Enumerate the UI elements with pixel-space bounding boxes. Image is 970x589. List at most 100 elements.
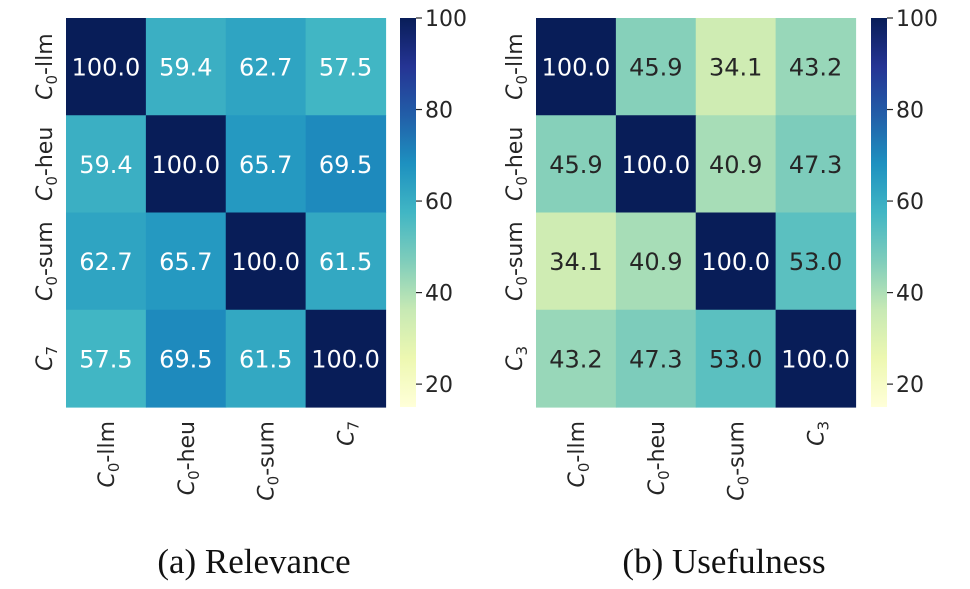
y-tick-label: C0-heu bbox=[33, 127, 61, 201]
heatmap-cell bbox=[66, 212, 147, 311]
y-tick-label: C3 bbox=[503, 346, 531, 371]
heatmap-cell bbox=[305, 18, 387, 116]
label-base: C bbox=[255, 485, 280, 501]
cell-value-label: 69.5 bbox=[159, 345, 212, 373]
cell-value-label: 43.2 bbox=[549, 345, 602, 373]
heatmap-cell bbox=[615, 115, 697, 214]
x-tick-label: C0-sum bbox=[725, 421, 753, 501]
cell-value-label: 61.5 bbox=[239, 345, 292, 373]
colorbar: 20 40 60 80 100 bbox=[400, 7, 467, 407]
cell-value-label: 61.5 bbox=[319, 248, 372, 276]
label-subscript: 0 bbox=[265, 476, 283, 486]
label-subscript: 0 bbox=[43, 276, 61, 286]
heatmap-cell bbox=[145, 309, 227, 408]
heatmap-cell bbox=[775, 18, 857, 116]
heatmap-cell bbox=[615, 212, 697, 311]
heatmap-cell bbox=[775, 309, 857, 408]
colorbar-bar bbox=[871, 18, 887, 407]
label-base: C bbox=[33, 355, 58, 371]
cell-value-label: 45.9 bbox=[549, 151, 602, 179]
cell-value-label: 100.0 bbox=[701, 248, 770, 276]
y-tick-label: C0-sum bbox=[503, 221, 531, 301]
label-subscript: 0 bbox=[43, 176, 61, 186]
cell-value-label: 69.5 bbox=[319, 151, 372, 179]
label-subscript: 0 bbox=[185, 470, 203, 480]
cell-value-label: 47.3 bbox=[789, 151, 842, 179]
label-subscript: 0 bbox=[43, 75, 61, 85]
label-suffix: -sum bbox=[255, 421, 280, 476]
heatmap-cell bbox=[695, 309, 777, 408]
label-suffix: -sum bbox=[725, 421, 750, 476]
label-subscript: 0 bbox=[513, 75, 531, 85]
label-subscript: 3 bbox=[513, 346, 531, 356]
heatmap-usefulness: 100.0 45.9 34.1 43.2 45.9 100.0 40.9 47.3 34.1 40… bbox=[503, 7, 938, 581]
cell-value-label: 100.0 bbox=[151, 151, 220, 179]
label-base: C bbox=[503, 355, 528, 371]
heatmap-cell bbox=[695, 212, 777, 311]
heatmap-relevance: 100.0 59.4 62.7 57.5 59.4 100.0 65.7 69.5 62.7 65… bbox=[33, 7, 467, 581]
cell-value-label: 57.5 bbox=[319, 54, 372, 82]
colorbar-tick-label: 40 bbox=[425, 282, 453, 307]
cell-value-label: 100.0 bbox=[621, 151, 690, 179]
label-subscript: 7 bbox=[345, 421, 363, 431]
cell-value-label: 53.0 bbox=[709, 345, 762, 373]
x-tick-label: C7 bbox=[335, 421, 363, 446]
label-base: C bbox=[33, 185, 58, 201]
heatmap-cell bbox=[66, 115, 147, 214]
cell-value-label: 34.1 bbox=[709, 54, 762, 82]
heatmap-cell bbox=[145, 115, 227, 214]
colorbar-tick-label: 20 bbox=[896, 373, 924, 398]
chart-caption: (a) Relevance bbox=[157, 542, 350, 581]
heatmap-cell bbox=[66, 309, 147, 408]
label-subscript: 7 bbox=[43, 346, 61, 356]
label-subscript: 0 bbox=[735, 476, 753, 486]
x-tick-label: C0-heu bbox=[175, 421, 203, 495]
cell-value-label: 100.0 bbox=[231, 248, 300, 276]
x-tick-label: C0-llm bbox=[95, 421, 123, 488]
heatmap-cell bbox=[536, 115, 617, 214]
heatmap-cell bbox=[775, 115, 857, 214]
label-suffix: -sum bbox=[33, 221, 58, 276]
label-suffix: -llm bbox=[565, 421, 590, 463]
label-suffix: -heu bbox=[33, 127, 58, 176]
cell-value-label: 40.9 bbox=[629, 248, 682, 276]
heatmap-cell bbox=[695, 115, 777, 214]
label-subscript: 3 bbox=[815, 421, 833, 431]
label-base: C bbox=[503, 84, 528, 100]
label-subscript: 0 bbox=[105, 463, 123, 473]
colorbar-tick-label: 80 bbox=[896, 99, 924, 124]
y-tick-label: C0-llm bbox=[33, 33, 61, 100]
heatmap-cell bbox=[775, 212, 857, 311]
heatmap-cell bbox=[536, 18, 617, 116]
cell-value-label: 47.3 bbox=[629, 345, 682, 373]
label-base: C bbox=[335, 430, 360, 446]
y-tick-label: C7 bbox=[33, 346, 61, 371]
heatmap-cell bbox=[305, 115, 387, 214]
x-tick-label: C0-llm bbox=[565, 421, 593, 488]
chart-caption: (b) Usefulness bbox=[622, 542, 825, 581]
heatmap-cell bbox=[305, 212, 387, 311]
colorbar-tick-label: 40 bbox=[896, 282, 924, 307]
label-base: C bbox=[725, 485, 750, 501]
label-base: C bbox=[33, 84, 58, 100]
heatmap-cell bbox=[145, 212, 227, 311]
x-tick-label: C3 bbox=[805, 421, 833, 446]
colorbar-tick-label: 60 bbox=[896, 190, 924, 215]
colorbar: 20 40 60 80 100 bbox=[871, 7, 938, 407]
label-base: C bbox=[805, 430, 830, 446]
heatmap-cell bbox=[615, 309, 697, 408]
heatmap-cell bbox=[225, 309, 307, 408]
label-suffix: -heu bbox=[503, 127, 528, 176]
colorbar-tick-label: 100 bbox=[425, 7, 467, 32]
heatmap-cell bbox=[615, 18, 697, 116]
y-tick-label: C0-llm bbox=[503, 33, 531, 100]
cell-value-label: 43.2 bbox=[789, 54, 842, 82]
colorbar-tick-label: 80 bbox=[425, 99, 453, 124]
cell-value-label: 62.7 bbox=[239, 54, 292, 82]
heatmap-cell bbox=[225, 212, 307, 311]
y-tick-label: C0-heu bbox=[503, 127, 531, 201]
label-suffix: -sum bbox=[503, 221, 528, 276]
cell-value-label: 65.7 bbox=[239, 151, 292, 179]
heatmap-cell bbox=[305, 309, 387, 408]
